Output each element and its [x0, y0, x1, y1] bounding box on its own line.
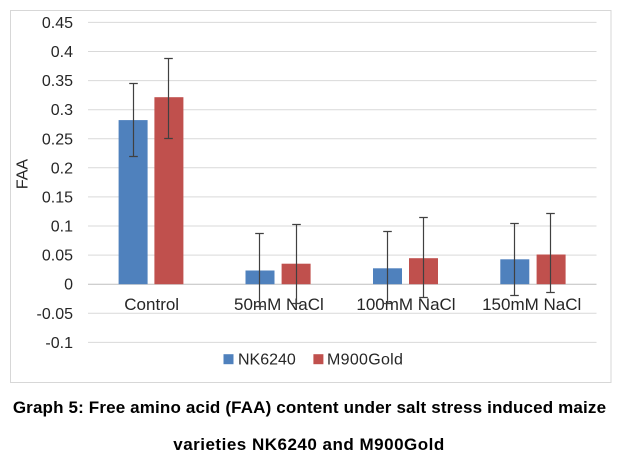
svg-text:NK6240: NK6240 [238, 351, 296, 368]
svg-text:M900Gold: M900Gold [327, 351, 403, 368]
svg-text:150mM NaCl: 150mM NaCl [482, 295, 581, 314]
svg-text:0.15: 0.15 [42, 189, 73, 206]
svg-text:0.05: 0.05 [42, 248, 73, 265]
svg-text:0.35: 0.35 [42, 73, 73, 90]
svg-text:FAA: FAA [15, 159, 32, 190]
svg-text:0.3: 0.3 [51, 102, 73, 119]
svg-text:Graph 5: Free amino acid (FAA): Graph 5: Free amino acid (FAA) content u… [13, 398, 606, 417]
svg-text:0.4: 0.4 [51, 44, 73, 61]
svg-text:0.25: 0.25 [42, 131, 73, 148]
svg-text:-0.05: -0.05 [37, 306, 74, 323]
svg-text:0.45: 0.45 [42, 15, 73, 32]
svg-text:100mM NaCl: 100mM NaCl [356, 295, 455, 314]
svg-text:0.2: 0.2 [51, 160, 73, 177]
svg-text:50mM NaCl: 50mM NaCl [234, 295, 324, 314]
svg-text:varieties NK6240 and M900Gold: varieties NK6240 and M900Gold [173, 435, 445, 454]
svg-text:0: 0 [64, 277, 73, 294]
svg-text:-0.1: -0.1 [45, 335, 73, 352]
svg-text:Control: Control [124, 295, 179, 314]
svg-text:0.1: 0.1 [51, 219, 73, 236]
